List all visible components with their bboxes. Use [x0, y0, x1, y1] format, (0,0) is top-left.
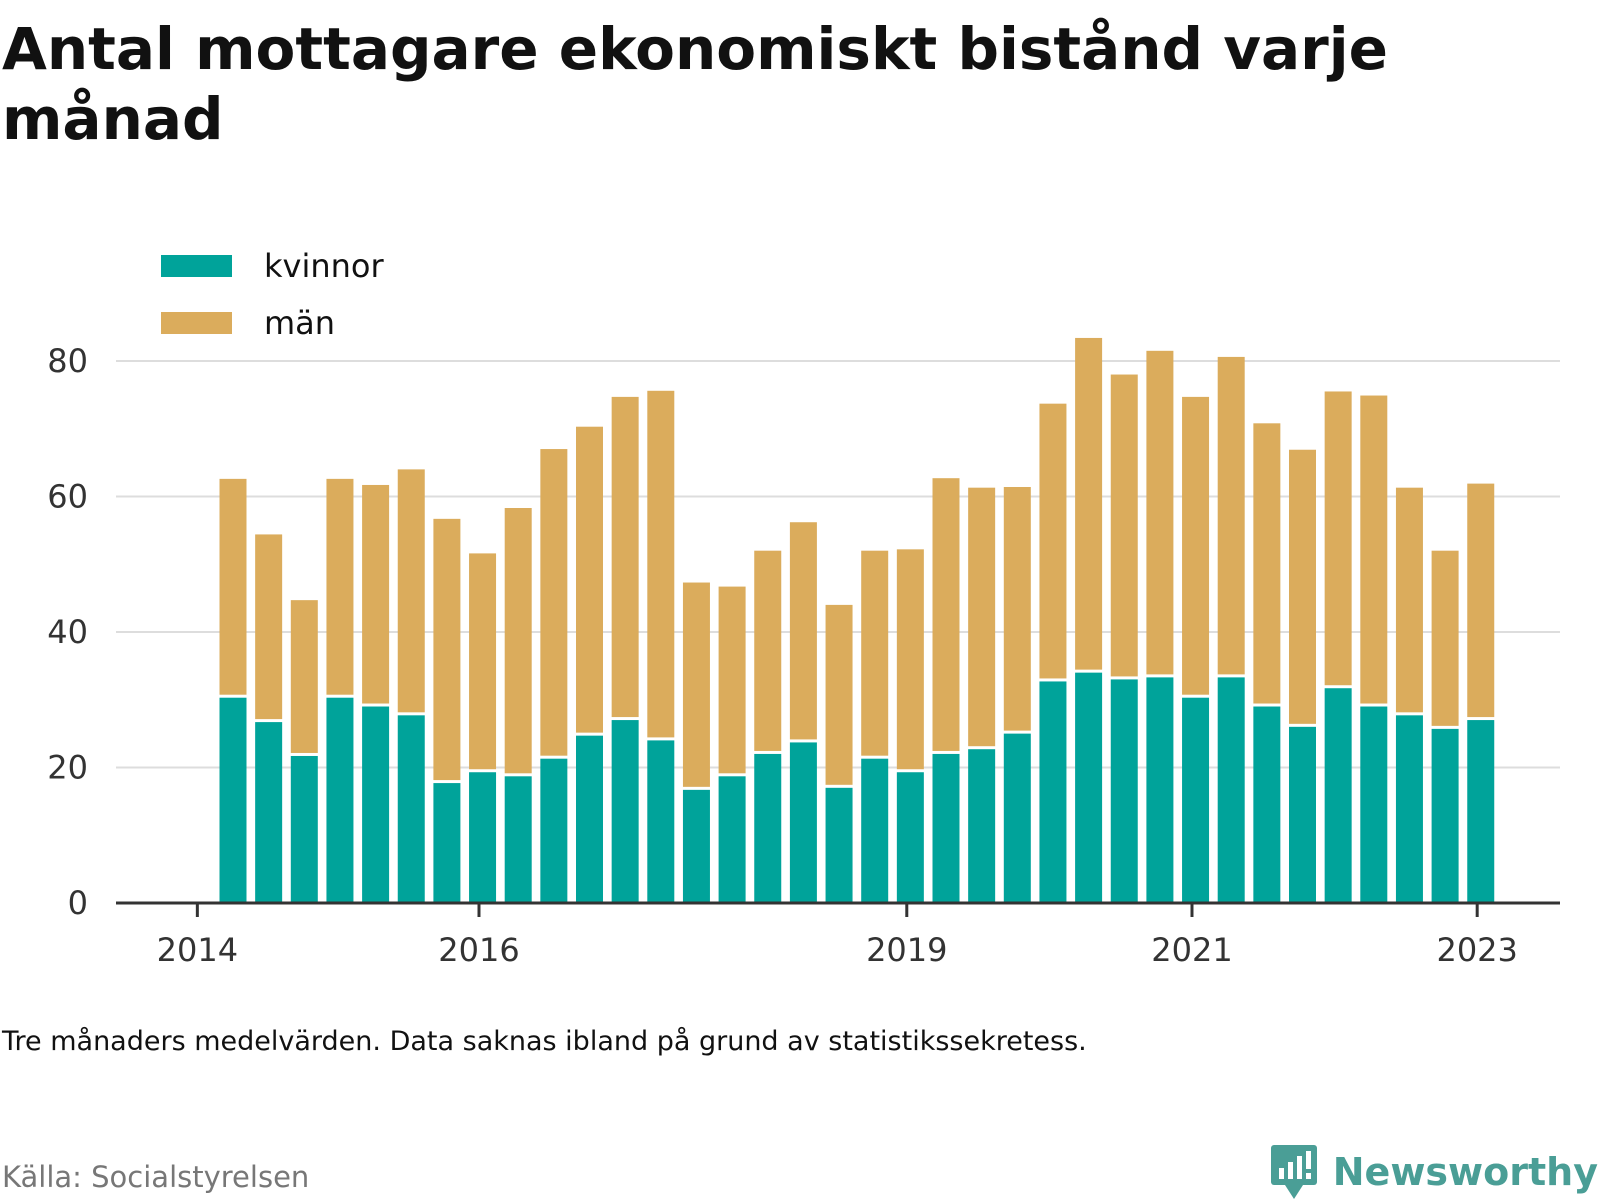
bar-man — [576, 426, 603, 733]
x-tick-label: 2014 — [157, 931, 238, 969]
bar-man — [682, 582, 710, 787]
bar-kvinnor — [861, 758, 889, 903]
bar-man — [504, 508, 532, 774]
bar-man — [469, 553, 497, 770]
x-tick-label: 2023 — [1436, 931, 1517, 969]
bar-man — [968, 487, 996, 747]
bar-man — [896, 549, 924, 770]
bar-man — [789, 522, 817, 740]
bar-kvinnor — [504, 776, 532, 903]
bar-kvinnor — [1075, 672, 1103, 903]
bar-kvinnor — [718, 776, 746, 903]
stacked-bar-chart: 0 20 40 60 80 2014 2016 2019 2021 2023 kvinnor män — [47, 247, 1560, 969]
bar-man — [397, 469, 425, 713]
bar-kvinnor — [896, 772, 924, 903]
bar-man — [1360, 395, 1388, 704]
bar-kvinnor — [255, 722, 283, 903]
bar-man — [540, 449, 568, 756]
bar-man — [825, 604, 853, 785]
bar-man — [1324, 391, 1352, 686]
bar-man — [1110, 374, 1138, 677]
y-tick-label: 40 — [47, 613, 88, 651]
bar-man — [861, 550, 889, 756]
bar-man — [326, 478, 354, 695]
y-tick-label: 0 — [68, 884, 88, 922]
bar-man — [1217, 356, 1245, 675]
bar-kvinnor — [1003, 733, 1031, 903]
brand-logo: Newsworthy — [1269, 1142, 1598, 1202]
bar-kvinnor — [825, 787, 853, 903]
bar-kvinnor — [1289, 726, 1316, 903]
brand-name: Newsworthy — [1332, 1150, 1598, 1194]
bar-kvinnor — [754, 753, 782, 903]
bar-kvinnor — [1039, 681, 1067, 903]
chart-title: Antal mottagare ekonomiskt bistånd varje… — [2, 15, 1388, 153]
bar-kvinnor — [326, 697, 354, 903]
bar-kvinnor — [290, 755, 318, 903]
legend-swatch — [161, 312, 232, 334]
chart-note: Tre månaders medelvärden. Data saknas ib… — [2, 1026, 1087, 1057]
bar-kvinnor — [362, 706, 390, 903]
bar-kvinnor — [1395, 715, 1423, 903]
bar-man — [1395, 487, 1423, 713]
bar-man — [290, 600, 318, 753]
bar-kvinnor — [968, 749, 996, 903]
y-tick-label: 80 — [47, 342, 88, 380]
bar-kvinnor — [433, 783, 461, 903]
bar-man — [1253, 423, 1281, 704]
bar-kvinnor — [1324, 688, 1352, 903]
bar-man — [255, 534, 283, 720]
bar-kvinnor — [469, 772, 497, 903]
bar-kvinnor — [1217, 677, 1245, 903]
bar-kvinnor — [1360, 706, 1388, 903]
bar-man — [362, 484, 390, 704]
bar-man — [1431, 550, 1459, 726]
bar-kvinnor — [397, 715, 425, 903]
y-tick-label: 20 — [47, 748, 88, 786]
bar-kvinnor — [219, 697, 247, 903]
bars — [219, 337, 1495, 903]
legend-label: män — [264, 304, 335, 342]
bar-kvinnor — [1146, 677, 1174, 903]
bar-man — [219, 478, 247, 695]
legend-swatch — [161, 255, 232, 277]
newsworthy-logo-icon — [1270, 1145, 1317, 1199]
x-tick-label: 2016 — [438, 931, 519, 969]
bar-kvinnor — [540, 758, 568, 903]
bar-man — [1289, 449, 1316, 724]
bar-man — [754, 550, 782, 751]
bar-man — [1039, 403, 1067, 679]
bar-kvinnor — [1182, 697, 1210, 903]
bar-man — [611, 396, 639, 718]
bar-man — [1467, 483, 1495, 718]
bar-kvinnor — [932, 753, 960, 903]
bar-man — [433, 518, 461, 781]
bar-kvinnor — [1253, 706, 1281, 903]
bar-man — [932, 478, 960, 751]
legend-label: kvinnor — [264, 247, 385, 285]
bar-kvinnor — [682, 789, 710, 903]
legend: kvinnor män — [150, 247, 412, 355]
x-tick-label: 2021 — [1151, 931, 1232, 969]
bar-kvinnor — [789, 742, 817, 903]
bar-kvinnor — [611, 720, 639, 903]
y-tick-label: 60 — [47, 477, 88, 515]
bar-man — [1182, 396, 1210, 695]
bar-kvinnor — [1110, 679, 1138, 903]
bar-man — [718, 586, 746, 774]
source-credit: Källa: Socialstyrelsen — [2, 1160, 310, 1194]
bar-man — [1146, 350, 1174, 675]
bar-man — [1075, 337, 1103, 670]
x-tick-label: 2019 — [866, 931, 947, 969]
bar-kvinnor — [576, 735, 603, 903]
bar-kvinnor — [647, 740, 675, 903]
bar-kvinnor — [1431, 728, 1459, 903]
bar-kvinnor — [1467, 720, 1495, 903]
bar-man — [1003, 486, 1031, 731]
axes: 0 20 40 60 80 2014 2016 2019 2021 2023 — [47, 342, 1560, 969]
bar-man — [647, 390, 675, 738]
